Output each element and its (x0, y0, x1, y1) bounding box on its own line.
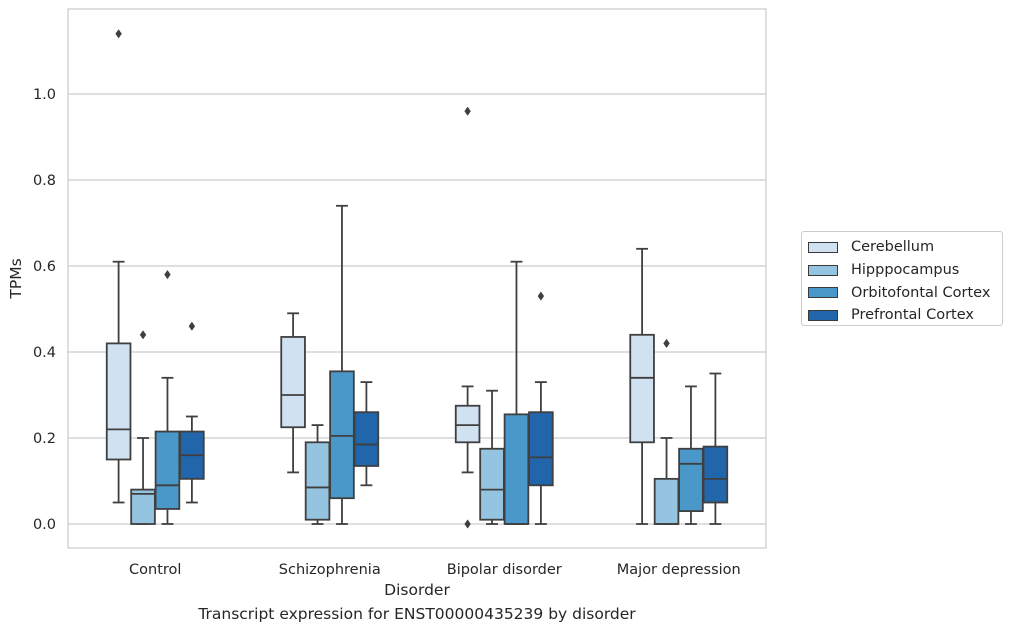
box-0-3 (179, 321, 205, 504)
box-body (105, 342, 132, 461)
x-tick-label: Bipolar disorder (447, 562, 562, 578)
box-1-2 (329, 204, 355, 525)
legend-swatch (808, 264, 838, 276)
box-body (653, 477, 680, 525)
legend-label: Hipppocampus (851, 262, 960, 279)
box-3-2 (678, 385, 704, 525)
box-body (528, 411, 554, 487)
outlier-marker (464, 519, 471, 529)
box-0-1 (130, 330, 156, 525)
outlier-marker (164, 269, 171, 280)
y-tick-label: 0.8 (33, 173, 56, 189)
box-plot-marks (105, 29, 729, 529)
plot-area-frame (67, 8, 767, 549)
x-tick-label: Control (129, 562, 181, 578)
outlier-marker (188, 321, 196, 331)
box-1-3 (353, 381, 380, 487)
box-body (629, 333, 655, 444)
x-tick-label: Major depression (617, 562, 741, 578)
box-body (454, 404, 481, 444)
y-tick-label: 0.0 (33, 517, 56, 533)
box-3-1 (653, 338, 680, 525)
legend-item: Orbitofontal Cortex (808, 281, 1002, 304)
box-0-2 (154, 269, 181, 525)
legend-label: Orbitofontal Cortex (851, 284, 991, 301)
y-axis-ticks: 0.0 0.2 0.4 0.6 0.8 1.0 (33, 87, 56, 533)
outlier-marker (115, 29, 122, 39)
x-axis-label: Disorder (384, 581, 450, 599)
box-1-1 (304, 424, 331, 525)
y-tick-label: 0.2 (33, 431, 56, 447)
box-body (329, 370, 355, 500)
legend-label: Prefrontal Cortex (851, 307, 974, 324)
legend-item: Cerebellum (808, 236, 1002, 259)
y-axis-label: TPMs (7, 258, 25, 299)
chart-caption: Transcript expression for ENST0000043523… (198, 605, 636, 623)
legend-swatch (808, 287, 838, 299)
box-2-1 (479, 389, 505, 525)
y-tick-label: 1.0 (33, 87, 56, 103)
box-2-3 (528, 291, 554, 525)
outlier-marker (139, 330, 147, 340)
box-2-0 (454, 106, 481, 529)
x-axis-ticks: Control Schizophrenia Bipolar disorder Majo… (129, 562, 741, 578)
box-0-0 (105, 29, 132, 504)
box-body (503, 413, 530, 525)
box-body (154, 430, 181, 510)
box-3-0 (629, 247, 655, 525)
legend-swatch (808, 309, 838, 321)
legend-label: Cerebellum (851, 239, 935, 256)
box-body (304, 441, 331, 521)
x-tick-label: Schizophrenia (279, 562, 381, 578)
box-3-3 (702, 372, 729, 525)
box-2-2 (503, 260, 530, 525)
legend-item: Hipppocampus (808, 259, 1002, 282)
outlier-marker (663, 338, 670, 349)
legend-item: Prefrontal Cortex (808, 304, 1002, 327)
outlier-marker (464, 106, 471, 116)
legend: Cerebellum Hipppocampus Orbitofontal Corte… (801, 231, 1003, 326)
box-1-0 (280, 312, 306, 474)
y-tick-label: 0.6 (33, 259, 56, 275)
outlier-marker (537, 291, 545, 301)
box-body (678, 447, 704, 512)
box-body (479, 447, 505, 521)
box-body (353, 411, 380, 467)
box-body (702, 445, 729, 504)
box-body (280, 336, 306, 429)
y-tick-label: 0.4 (33, 345, 56, 361)
legend-swatch (808, 241, 838, 253)
